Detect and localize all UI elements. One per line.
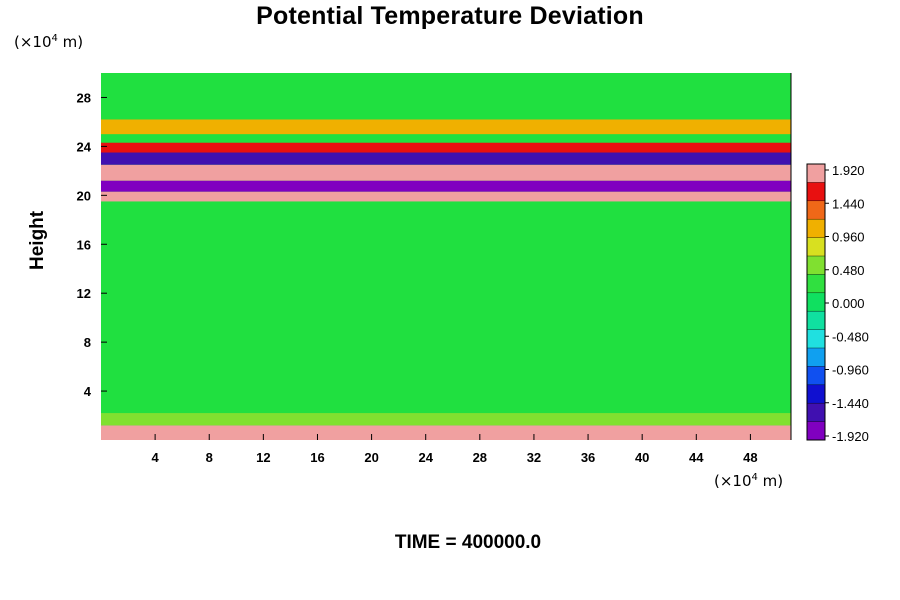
- x-tick-label: 40: [635, 450, 649, 465]
- colorbar-swatch: [807, 256, 825, 275]
- colorbar: 1.920 1.440 0.960 0.480 0.000 -0.480 -0.960 -1.…: [806, 163, 869, 444]
- x-tick-label: 12: [256, 450, 270, 465]
- x-tick-label: 8: [206, 450, 213, 465]
- y-tick-label: 12: [77, 286, 91, 301]
- x-axis-unit: (×104 m): [714, 472, 784, 490]
- y-tick-label: 20: [77, 188, 91, 203]
- heatmap-band-5: [101, 152, 791, 165]
- colorbar-label: -0.960: [832, 363, 869, 378]
- colorbar-swatch: [807, 200, 825, 220]
- heatmap-band-2: [101, 191, 791, 202]
- heatmap-band-3: [101, 180, 791, 192]
- x-axis: 4 8 12 16 20 24 28 32 36 40 44 48: [152, 434, 758, 465]
- y-tick-label: 8: [84, 335, 91, 350]
- x-tick-label: 24: [418, 450, 433, 465]
- x-tick-label: 32: [527, 450, 541, 465]
- x-tick-label: 44: [689, 450, 704, 465]
- colorbar-label: -1.920: [832, 429, 869, 444]
- y-tick-label: 24: [77, 139, 92, 154]
- heatmap-band-0: [101, 425, 791, 440]
- x-tick-label: 16: [310, 450, 324, 465]
- plot-background: [101, 73, 791, 440]
- colorbar-swatch: [807, 274, 825, 294]
- heatmap-band-6: [101, 142, 791, 153]
- time-caption: TIME = 400000.0: [394, 532, 542, 553]
- x-tick-label: 4: [152, 450, 160, 465]
- chart-title: Potential Temperature Deviation: [256, 2, 644, 30]
- colorbar-label: 1.920: [832, 163, 865, 178]
- colorbar-swatch: [807, 164, 825, 183]
- y-tick-label: 16: [77, 237, 91, 252]
- colorbar-frame: [806, 163, 826, 441]
- colorbar-swatch: [807, 219, 825, 239]
- colorbar-swatch: [807, 384, 825, 404]
- colorbar-swatch: [807, 237, 825, 257]
- heatmap-bands: [101, 119, 791, 440]
- colorbar-label: -1.440: [832, 396, 869, 411]
- colorbar-swatch: [807, 292, 825, 312]
- colorbar-swatch: [807, 403, 825, 423]
- colorbar-swatch: [807, 348, 825, 367]
- colorbar-label: 0.960: [832, 230, 865, 245]
- colorbar-swatch: [807, 329, 825, 349]
- colorbar-swatch: [807, 366, 825, 386]
- x-tick-label: 28: [473, 450, 487, 465]
- y-axis-unit: (×104 m): [14, 33, 84, 51]
- colorbar-swatch: [807, 311, 825, 331]
- y-tick-label: 4: [84, 384, 92, 399]
- colorbar-swatch: [807, 421, 825, 441]
- colorbar-swatch: [807, 182, 825, 202]
- heatmap-band-4: [101, 164, 791, 181]
- y-axis: 4 8 12 16 20 24 28: [77, 90, 107, 399]
- x-tick-label: 48: [743, 450, 757, 465]
- y-tick-label: 28: [77, 90, 91, 105]
- x-tick-label: 36: [581, 450, 595, 465]
- x-tick-label: 20: [364, 450, 378, 465]
- heatmap-band-1: [101, 413, 791, 426]
- heatmap-band-7: [101, 119, 791, 135]
- colorbar-label: 0.480: [832, 263, 865, 278]
- colorbar-label: 0.000: [832, 296, 865, 311]
- colorbar-label: -0.480: [832, 329, 869, 344]
- colorbar-label: 1.440: [832, 196, 865, 211]
